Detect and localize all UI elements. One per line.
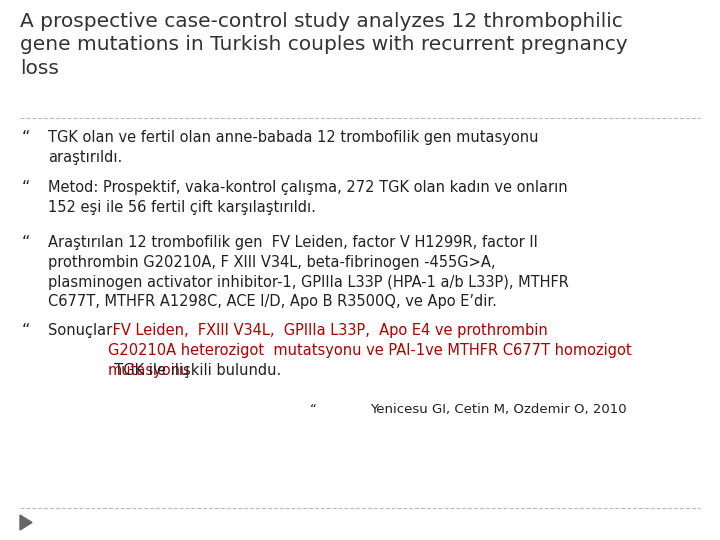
Text: “: “ bbox=[22, 180, 30, 195]
Text: TGK ile ilişkili bulundu.: TGK ile ilişkili bulundu. bbox=[105, 363, 282, 378]
Text: FV Leiden,  FXIII V34L,  GPIIIa L33P,  Apo E4 ve prothrombin
G20210A heterozigot: FV Leiden, FXIII V34L, GPIIIa L33P, Apo … bbox=[108, 323, 631, 377]
Text: “: “ bbox=[22, 130, 30, 145]
Text: TGK olan ve fertil olan anne-babada 12 trombofilik gen mutasyonu
araştırıldı.: TGK olan ve fertil olan anne-babada 12 t… bbox=[48, 130, 539, 165]
Text: “: “ bbox=[22, 235, 30, 250]
Text: “: “ bbox=[310, 403, 317, 416]
Text: Araştırılan 12 trombofilik gen  FV Leiden, factor V H1299R, factor II
prothrombi: Araştırılan 12 trombofilik gen FV Leiden… bbox=[48, 235, 569, 309]
Text: Metod: Prospektif, vaka-kontrol çalışma, 272 TGK olan kadın ve onların
152 eşi i: Metod: Prospektif, vaka-kontrol çalışma,… bbox=[48, 180, 567, 215]
Text: Yenicesu GI, Cetin M, Ozdemir O, 2010: Yenicesu GI, Cetin M, Ozdemir O, 2010 bbox=[370, 403, 626, 416]
Polygon shape bbox=[20, 515, 32, 530]
Text: A prospective case-control study analyzes 12 thrombophilic
gene mutations in Tur: A prospective case-control study analyze… bbox=[20, 12, 628, 78]
Text: “: “ bbox=[22, 323, 30, 338]
Text: Sonuçlar:: Sonuçlar: bbox=[48, 323, 117, 338]
